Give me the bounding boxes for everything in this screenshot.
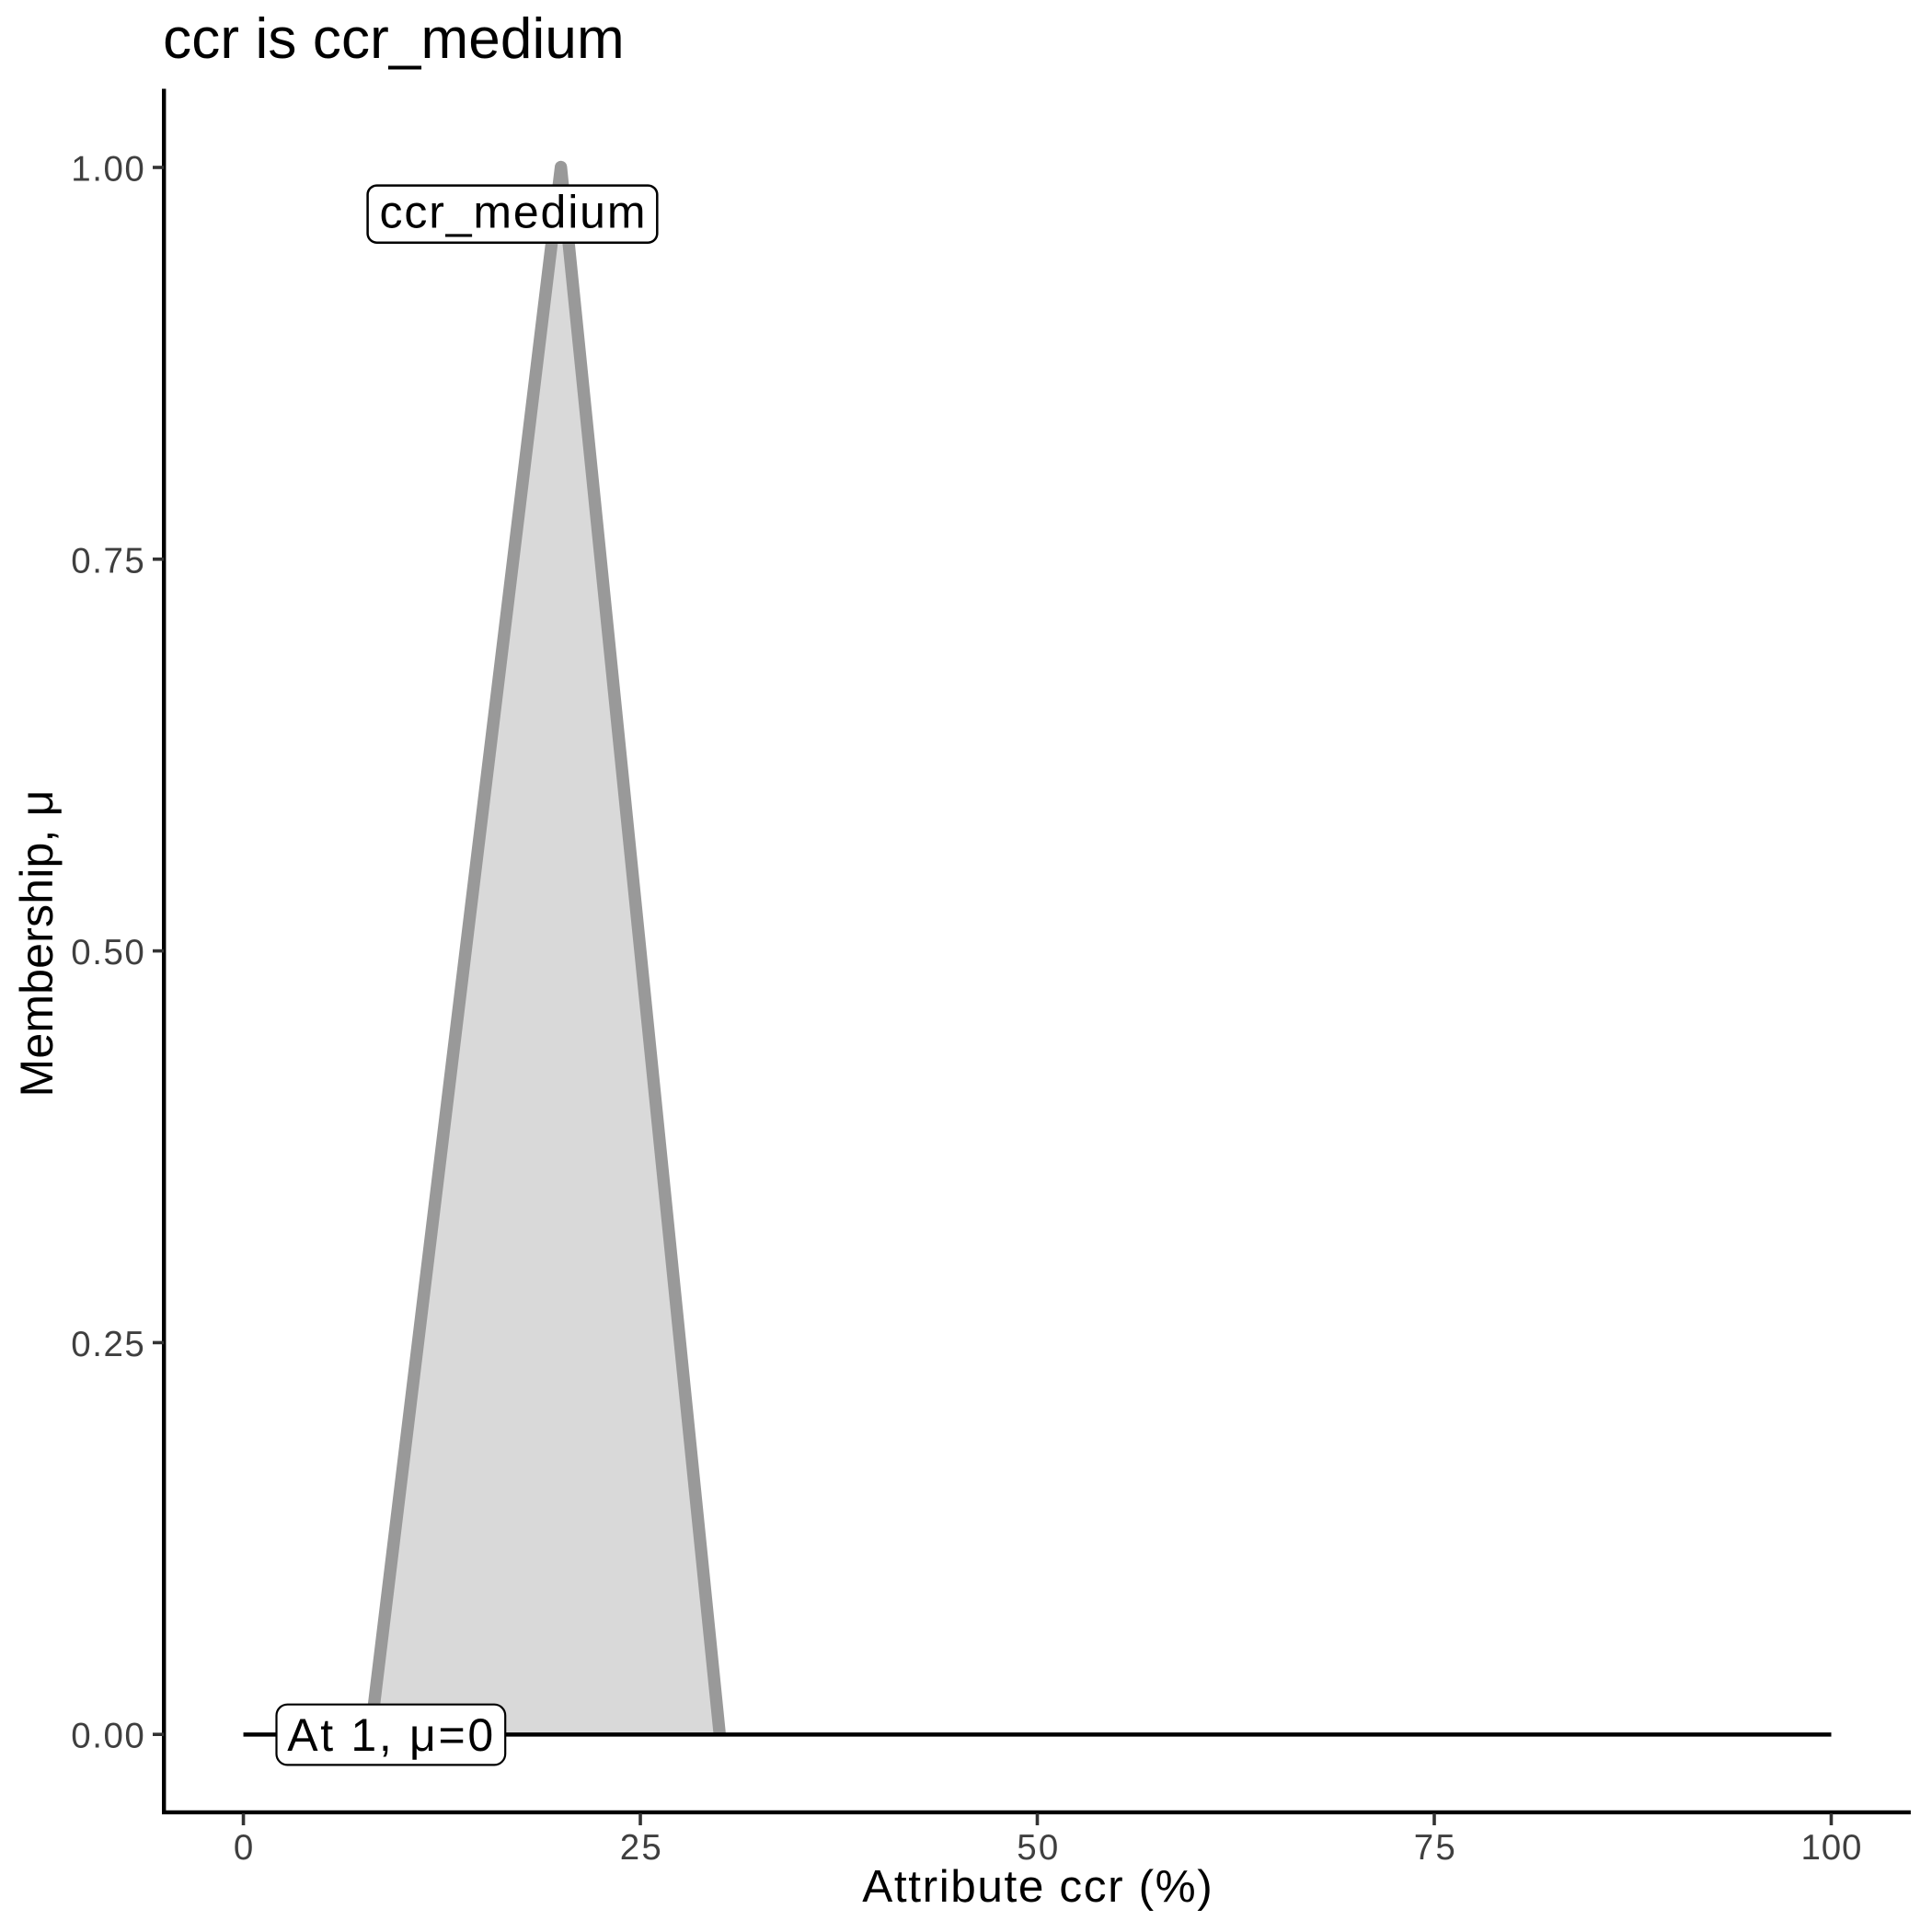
- svg-text:At 1, μ=0: At 1, μ=0: [287, 1709, 493, 1761]
- svg-text:0.25: 0.25: [71, 1325, 144, 1364]
- svg-text:0.00: 0.00: [71, 1717, 144, 1756]
- svg-text:0.50: 0.50: [71, 933, 144, 972]
- svg-text:0: 0: [234, 1828, 253, 1868]
- svg-text:ccr_medium: ccr_medium: [380, 186, 646, 237]
- svg-text:ccr is ccr_medium: ccr is ccr_medium: [163, 7, 624, 71]
- svg-text:100: 100: [1800, 1828, 1861, 1868]
- svg-text:Attribute ccr (%): Attribute ccr (%): [862, 1861, 1213, 1912]
- svg-text:Membership, μ: Membership, μ: [11, 790, 63, 1098]
- svg-text:0.75: 0.75: [71, 541, 144, 581]
- svg-text:1.00: 1.00: [71, 150, 144, 190]
